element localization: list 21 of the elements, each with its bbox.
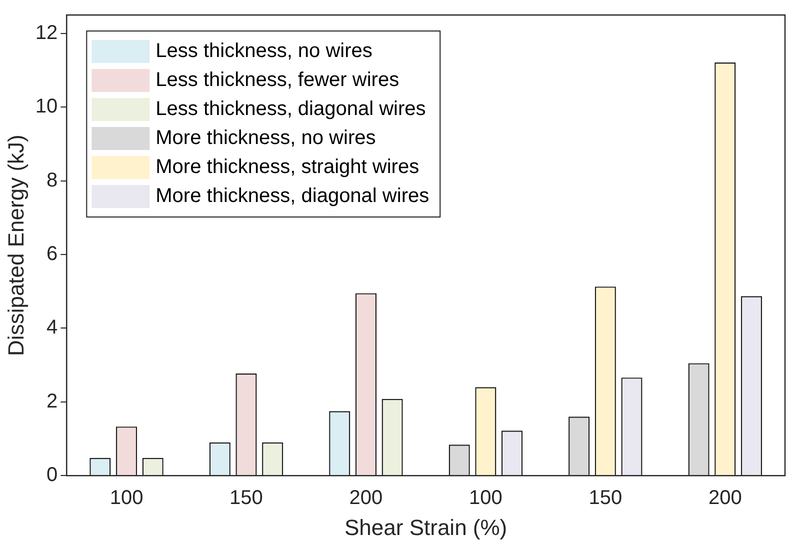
y-tick-label: 8 <box>46 169 58 192</box>
x-tick-label: 200 <box>708 487 742 510</box>
y-tick-label: 4 <box>46 316 58 339</box>
legend-label: Less thickness, no wires <box>156 40 372 62</box>
legend-label: Less thickness, diagonal wires <box>156 98 426 120</box>
x-tick-label: 150 <box>230 487 263 510</box>
legend-label: More thickness, straight wires <box>156 156 420 178</box>
y-tick-label: 12 <box>35 22 58 44</box>
y-tick-label: 6 <box>46 243 58 266</box>
legend-label: More thickness, no wires <box>156 127 376 150</box>
y-tick-label: 10 <box>35 96 58 118</box>
y-axis-title: Dissipated Energy (kJ) <box>3 134 28 356</box>
y-tick-label: 2 <box>46 390 58 412</box>
x-tick-label: 100 <box>469 487 502 510</box>
x-tick-label: 100 <box>110 487 144 510</box>
x-tick-label: 150 <box>588 487 622 510</box>
x-axis-title: Shear Strain (%) <box>344 514 508 540</box>
y-tick-label: 0 <box>46 464 58 486</box>
legend-label: Less thickness, fewer wires <box>156 69 400 92</box>
legend-label: More thickness, diagonal wires <box>156 185 430 208</box>
x-tick-label: 200 <box>349 487 383 510</box>
